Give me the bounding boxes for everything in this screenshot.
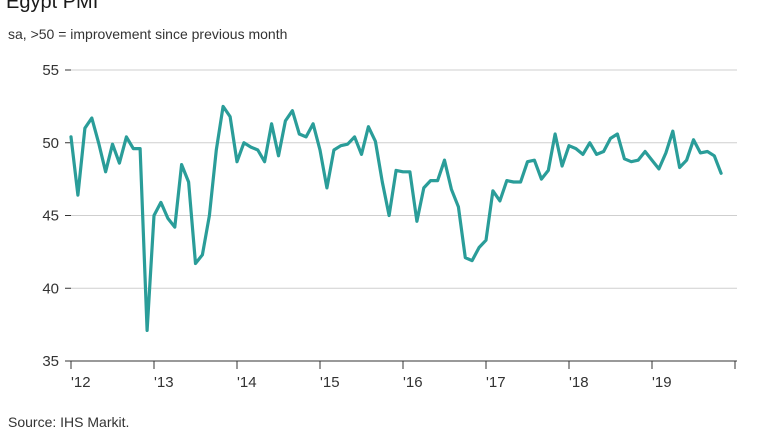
y-tick-label: 45: [42, 208, 59, 225]
x-tick-label: '13: [154, 374, 174, 391]
x-tick-label: '17: [486, 374, 506, 391]
x-tick-label: '18: [569, 374, 589, 391]
x-tick-label: '12: [71, 374, 91, 391]
y-tick-label: 55: [42, 62, 59, 79]
chart-source: Source: IHS Markit.: [8, 414, 130, 430]
chart-title: Egypt PMI: [6, 0, 99, 13]
series-line-pmi: [69, 104, 723, 332]
x-tick-label: '16: [403, 374, 423, 391]
y-tick-label: 35: [42, 353, 59, 370]
x-tick-label: '19: [652, 374, 672, 391]
x-tick-label: '14: [237, 374, 257, 391]
chart-subtitle: sa, >50 = improvement since previous mon…: [8, 26, 288, 42]
y-tick-label: 50: [42, 135, 59, 152]
y-tick-label: 40: [42, 280, 59, 297]
x-tick-label: '15: [320, 374, 340, 391]
